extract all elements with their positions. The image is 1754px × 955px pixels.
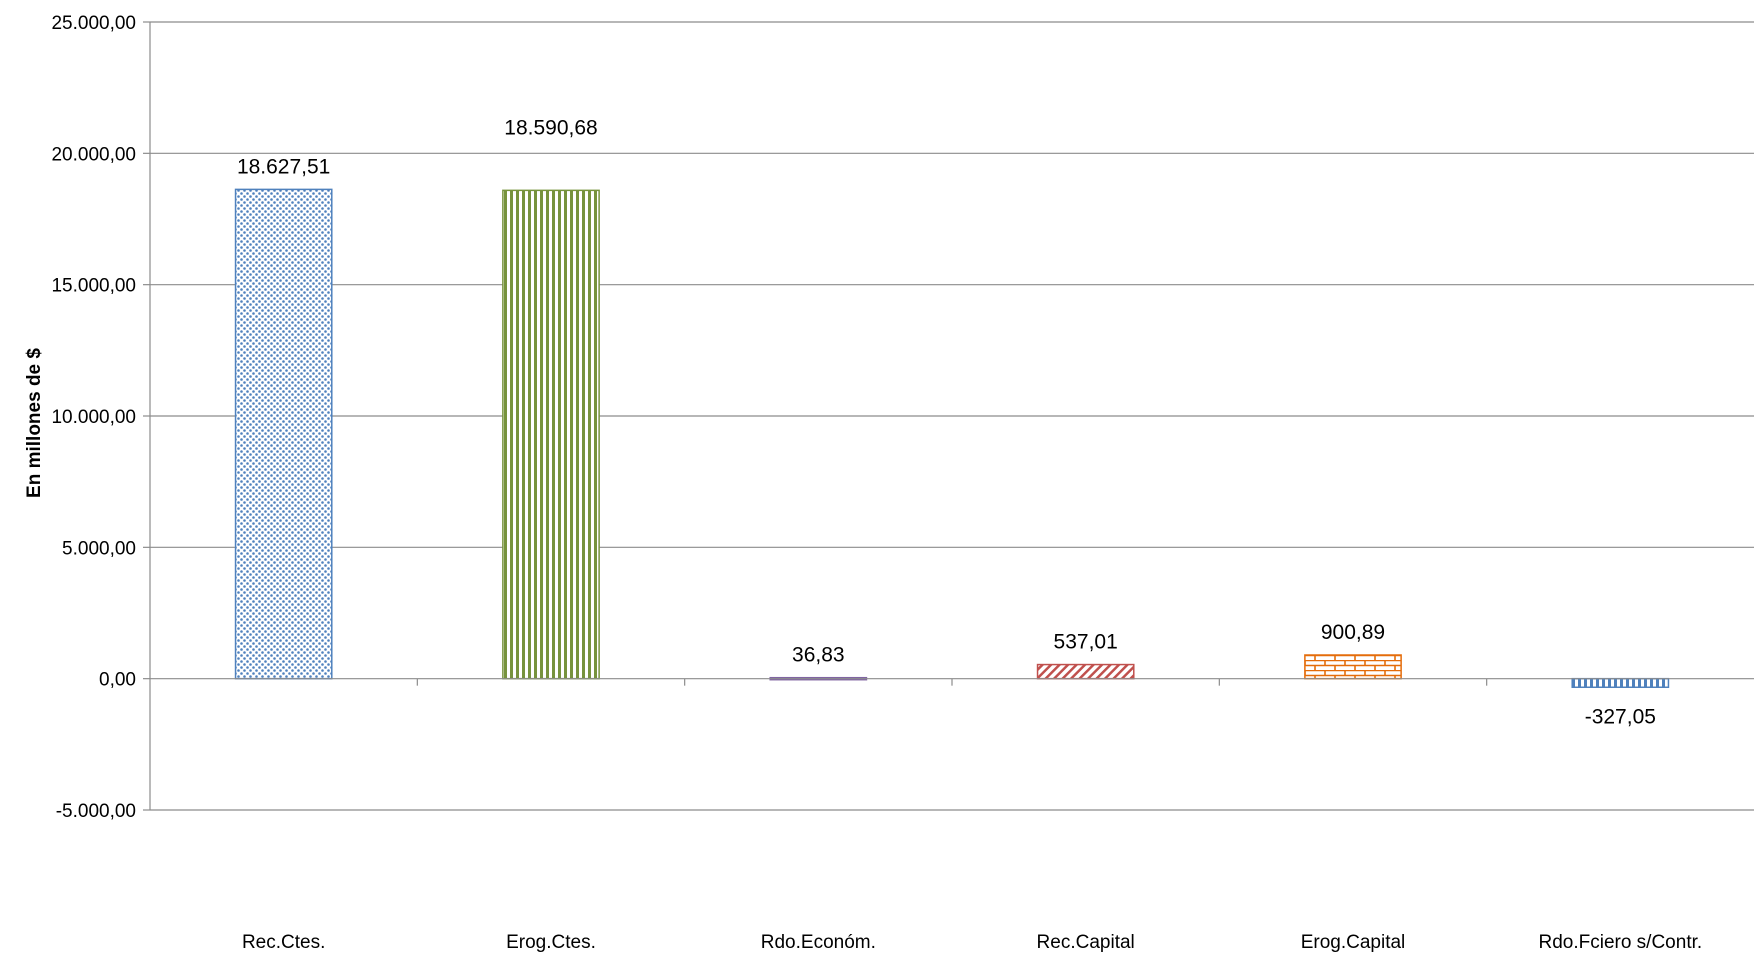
x-axis: Rec.Ctes. Erog.Ctes. Rdo.Económ. Rec.Capita…	[150, 678, 1754, 953]
data-label: 537,01	[1054, 631, 1118, 654]
x-tick-label: Erog.Capital	[1301, 932, 1406, 953]
x-tick-label: Rec.Ctes.	[242, 932, 325, 953]
bar-rdo-fciero-s-contr	[1571, 677, 1670, 689]
bar-erog-ctes	[502, 189, 600, 680]
y-tick-label: -5.000,00	[56, 801, 136, 822]
y-tick-label: 25.000,00	[51, 13, 136, 34]
y-axis: -5.000,00 0,00 5.000,00 10.000,00 15.000,00 2…	[51, 13, 151, 822]
x-tick-label: Erog.Ctes.	[506, 932, 596, 953]
y-axis-title: En millones de $	[24, 348, 45, 498]
x-tick-label: Rdo.Económ.	[761, 932, 876, 953]
bar-rec-ctes	[234, 188, 333, 680]
grid-lines	[150, 21, 1754, 811]
x-tick-label: Rec.Capital	[1037, 932, 1135, 953]
y-tick-label: 0,00	[99, 670, 136, 691]
data-label: -327,05	[1585, 705, 1656, 728]
bar-erog-capital	[1304, 654, 1402, 680]
data-labels: 18.627,51 18.590,68 36,83 537,01 900,89 -327,…	[237, 116, 1656, 728]
y-tick-label: 15.000,00	[51, 276, 136, 297]
data-label: 18.590,68	[504, 116, 597, 139]
y-tick-label: 20.000,00	[51, 144, 136, 165]
bars	[234, 188, 1670, 689]
y-tick-label: 5.000,00	[62, 538, 136, 559]
x-tick-label: Rdo.Fciero s/Contr.	[1538, 932, 1702, 953]
data-label: 36,83	[792, 644, 845, 667]
data-label: 18.627,51	[237, 155, 330, 178]
data-label: 900,89	[1321, 621, 1385, 644]
bar-rec-capital	[1036, 663, 1135, 680]
y-tick-label: 10.000,00	[51, 407, 136, 428]
